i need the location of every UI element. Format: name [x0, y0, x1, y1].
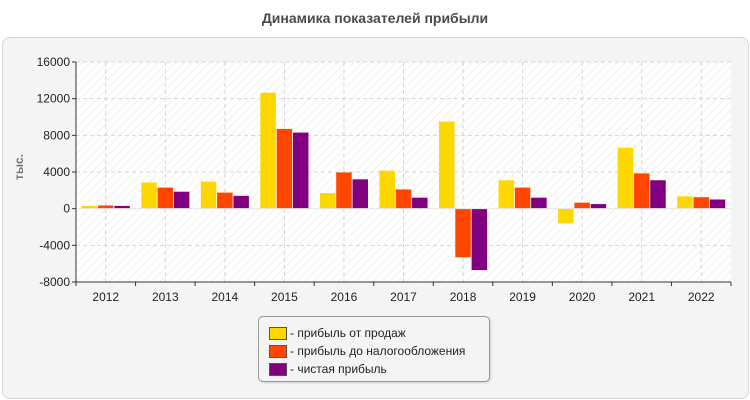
x-tick-label: 2017 [390, 290, 417, 304]
bar-2021-series-1 [617, 147, 634, 209]
legend-swatch-sales-profit [269, 326, 287, 340]
bar-2020-series-1 [558, 208, 574, 224]
y-tick-label: 16000 [37, 55, 71, 69]
bar-2018-series-3 [471, 208, 488, 271]
y-tick-label: 4000 [43, 165, 70, 179]
bar-2013-series-1 [141, 182, 157, 209]
bar-2012-series-2 [98, 205, 114, 209]
bar-2015-series-2 [276, 128, 293, 209]
bar-2019-series-2 [514, 187, 531, 209]
y-axis-label: тыс. [12, 154, 26, 180]
y-tick-label: -8000 [39, 275, 70, 289]
x-tick-label: 2014 [212, 290, 239, 304]
bar-2021-series-3 [650, 180, 666, 209]
bar-2016-series-1 [319, 193, 336, 209]
y-tick-label: 12000 [37, 92, 71, 106]
bar-2015-series-3 [292, 132, 309, 209]
legend-label: - чистая прибыль [290, 362, 387, 376]
y-tick-label: 0 [63, 202, 70, 216]
y-tick-label: -4000 [39, 238, 70, 252]
legend-swatch-net-profit [269, 362, 287, 376]
x-tick-label: 2020 [569, 290, 596, 304]
x-tick-label: 2015 [271, 290, 298, 304]
bar-2022-series-2 [693, 197, 709, 209]
x-tick-label: 2016 [331, 290, 358, 304]
legend-item-sales-profit: - прибыль от продаж [269, 325, 406, 341]
bar-2022-series-3 [709, 199, 726, 209]
legend: - прибыль от продаж - прибыль до налогоо… [258, 316, 490, 382]
bar-2022-series-1 [677, 196, 693, 209]
bar-2018-series-2 [455, 208, 471, 258]
legend-label: - прибыль от продаж [290, 326, 406, 340]
bar-2015-series-1 [260, 92, 276, 209]
bar-2014-series-3 [233, 195, 249, 209]
legend-item-pretax-profit: - прибыль до налогообложения [269, 343, 465, 359]
bar-2018-series-1 [438, 121, 455, 209]
bar-2019-series-1 [498, 180, 515, 209]
y-tick-label: 8000 [43, 128, 70, 142]
bar-2021-series-2 [633, 173, 650, 209]
bar-2013-series-3 [173, 191, 190, 209]
bar-2012-series-3 [114, 205, 130, 209]
x-tick-label: 2021 [628, 290, 655, 304]
bar-2016-series-3 [352, 179, 369, 209]
x-tick-label: 2018 [450, 290, 477, 304]
legend-label: - прибыль до налогообложения [290, 344, 466, 358]
x-tick-label: 2019 [509, 290, 536, 304]
bar-2019-series-3 [531, 197, 547, 209]
bar-2012-series-1 [81, 205, 98, 209]
legend-swatch-pretax-profit [269, 344, 287, 358]
bar-2020-series-2 [574, 202, 590, 209]
chart-title: Динамика показателей прибыли [261, 10, 489, 26]
x-tick-label: 2013 [152, 290, 179, 304]
bar-2017-series-3 [412, 197, 428, 209]
bar-2014-series-1 [200, 181, 217, 209]
bar-2014-series-2 [217, 192, 233, 209]
legend-item-net-profit: - чистая прибыль [269, 361, 387, 377]
bar-2017-series-1 [379, 170, 395, 209]
bar-2020-series-3 [590, 204, 607, 209]
bar-2017-series-2 [395, 189, 412, 209]
x-tick-label: 2012 [92, 290, 119, 304]
bar-2013-series-2 [157, 187, 174, 209]
bar-2016-series-2 [336, 172, 352, 209]
x-tick-label: 2022 [688, 290, 715, 304]
